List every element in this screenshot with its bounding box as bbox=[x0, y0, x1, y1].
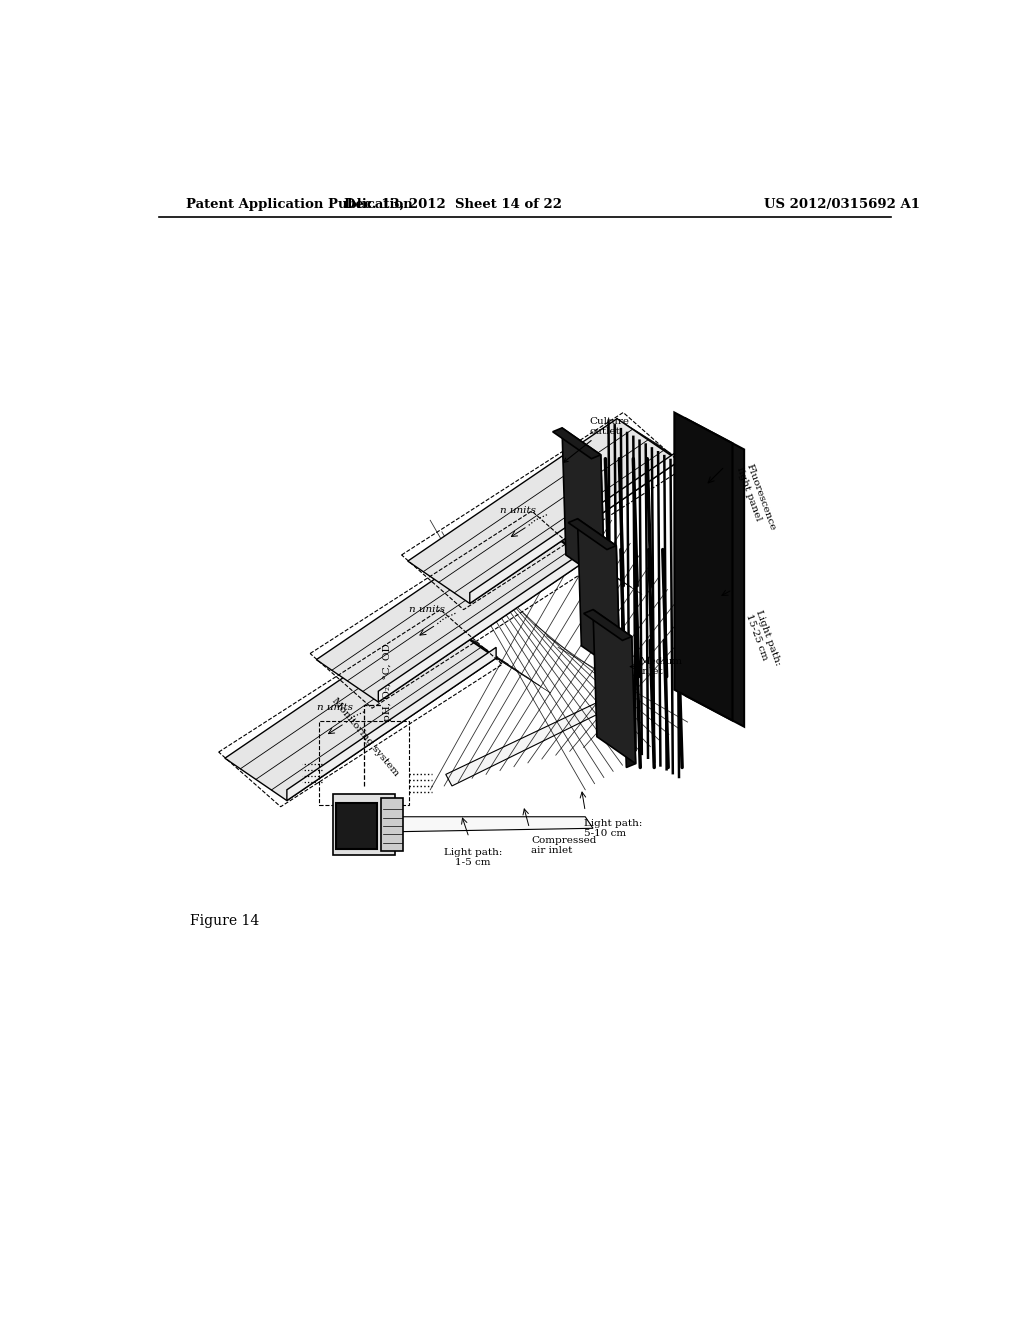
Text: US 2012/0315692 A1: US 2012/0315692 A1 bbox=[764, 198, 920, 211]
Text: Dec. 13, 2012  Sheet 14 of 22: Dec. 13, 2012 Sheet 14 of 22 bbox=[344, 198, 562, 211]
Text: Light path:
5-10 cm: Light path: 5-10 cm bbox=[584, 818, 642, 838]
Text: Fluorescence
light panel: Fluorescence light panel bbox=[735, 462, 777, 536]
Text: Light path:
15-25 cm: Light path: 15-25 cm bbox=[744, 609, 782, 671]
Text: Medium
inlet: Medium inlet bbox=[640, 657, 683, 676]
Polygon shape bbox=[578, 519, 621, 673]
Polygon shape bbox=[287, 647, 496, 800]
Bar bbox=[381, 797, 403, 851]
Polygon shape bbox=[592, 455, 604, 586]
Polygon shape bbox=[675, 412, 732, 721]
Text: n units: n units bbox=[409, 605, 445, 614]
Polygon shape bbox=[593, 610, 636, 763]
Text: Culture
outlet: Culture outlet bbox=[563, 417, 629, 462]
Text: n units: n units bbox=[317, 704, 353, 713]
Bar bbox=[334, 793, 395, 855]
Polygon shape bbox=[369, 817, 593, 832]
Polygon shape bbox=[445, 689, 632, 785]
Polygon shape bbox=[686, 418, 744, 726]
Text: n units: n units bbox=[501, 507, 537, 515]
Polygon shape bbox=[378, 549, 588, 702]
Polygon shape bbox=[225, 615, 496, 800]
Polygon shape bbox=[607, 545, 621, 677]
Polygon shape bbox=[316, 517, 588, 702]
Text: Monitoring system: Monitoring system bbox=[330, 697, 400, 779]
Polygon shape bbox=[623, 636, 636, 767]
Polygon shape bbox=[408, 418, 679, 603]
Text: Figure 14: Figure 14 bbox=[190, 913, 259, 928]
Polygon shape bbox=[562, 428, 604, 582]
Text: pH, O₂, °C, OD: pH, O₂, °C, OD bbox=[383, 643, 392, 721]
Bar bbox=[337, 803, 377, 849]
Bar bbox=[337, 803, 377, 849]
Polygon shape bbox=[553, 428, 601, 459]
Polygon shape bbox=[470, 450, 679, 603]
Text: Patent Application Publication: Patent Application Publication bbox=[186, 198, 413, 211]
Text: Compressed
air inlet: Compressed air inlet bbox=[531, 836, 596, 855]
Polygon shape bbox=[568, 519, 616, 549]
Bar bbox=[319, 721, 409, 805]
Polygon shape bbox=[584, 610, 632, 640]
Text: Light path:
1-5 cm: Light path: 1-5 cm bbox=[443, 847, 502, 867]
